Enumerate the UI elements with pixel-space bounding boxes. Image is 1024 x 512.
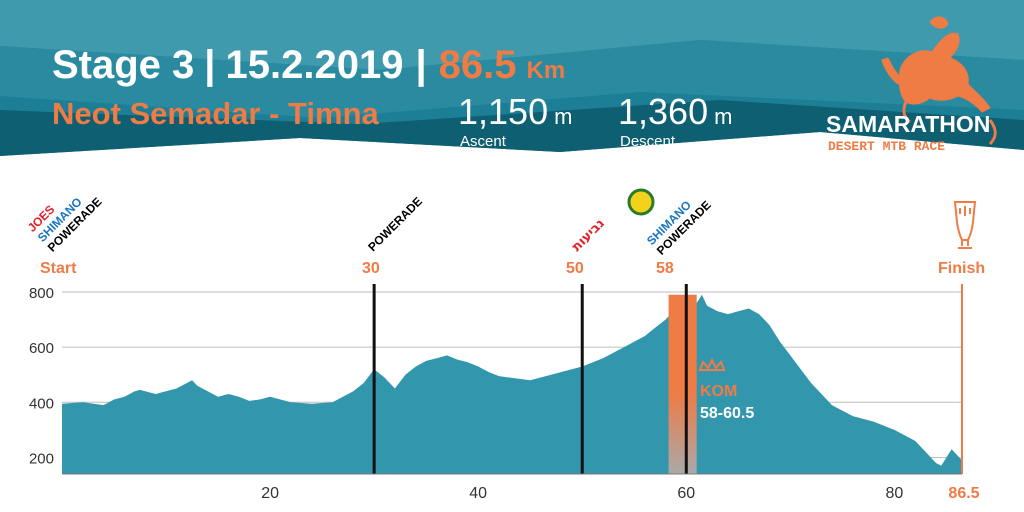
kom-range: 58-60.5 (700, 405, 754, 422)
kom-highlight (668, 294, 697, 474)
station-label-30: 30 (362, 260, 380, 277)
start-logo-stack: JOES SHIMANO POWERADE (25, 195, 105, 255)
x-tick-label: 40 (469, 485, 487, 502)
x-end-label: 86.5 (948, 485, 979, 502)
camel-rider-icon (881, 16, 997, 146)
descent-value: 1,360 m (618, 91, 732, 132)
x-tick-label: 80 (885, 485, 903, 502)
neviot-logo: נביעות (569, 216, 608, 255)
samarathon-logo: SAMARATHON DESERT MTB RACE (826, 16, 997, 154)
y-tick-label: 400 (29, 395, 54, 412)
ascent-value: 1,150 m (458, 91, 572, 132)
y-tick-label: 200 (29, 450, 54, 467)
kom-label: KOM (700, 383, 737, 400)
sponsor-logos: JOES SHIMANO POWERADE POWERADE נביעות SH… (25, 188, 977, 258)
station-label-finish: Finish (938, 260, 985, 277)
water-station-badge-icon (627, 188, 655, 216)
km50-logo-stack: נביעות (569, 216, 608, 255)
logo-subtitle: DESERT MTB RACE (828, 139, 945, 154)
crown-icon (698, 357, 726, 371)
powerade-logo: POWERADE (365, 194, 425, 254)
logo-name: SAMARATHON (826, 111, 990, 137)
km58-logo-stack: SHIMANO POWERADE (627, 188, 714, 258)
header-band (0, 0, 1024, 170)
descent-label: Descent (620, 133, 676, 150)
distance-value: 86.5 (439, 43, 517, 87)
route-name: Neot Semadar - Timna (52, 96, 380, 131)
x-axis-ticks: 20 40 60 80 86.5 (261, 485, 979, 502)
km-markers (372, 284, 963, 474)
x-tick-label: 20 (261, 485, 279, 502)
y-tick-label: 800 (29, 285, 54, 302)
km30-logo-stack: POWERADE (365, 194, 425, 254)
finish-beer-icon (953, 201, 977, 249)
ascent-label: Ascent (460, 133, 507, 150)
kom-annotation: KOM 58-60.5 (698, 357, 754, 422)
station-label-58: 58 (656, 260, 674, 277)
stage-title: Stage 3 | 15.2.2019 | 86.5 Km (52, 43, 565, 87)
distance-unit: Km (527, 57, 566, 84)
elevation-profile-area (62, 294, 962, 474)
y-tick-label: 600 (29, 340, 54, 357)
station-label-50: 50 (566, 260, 584, 277)
y-axis-ticks: 200 400 600 800 (29, 285, 54, 467)
station-label-start: Start (40, 260, 77, 277)
x-tick-label: 60 (677, 485, 695, 502)
elevation-chart: 200 400 600 800 20 40 60 80 86.5 (29, 284, 980, 502)
